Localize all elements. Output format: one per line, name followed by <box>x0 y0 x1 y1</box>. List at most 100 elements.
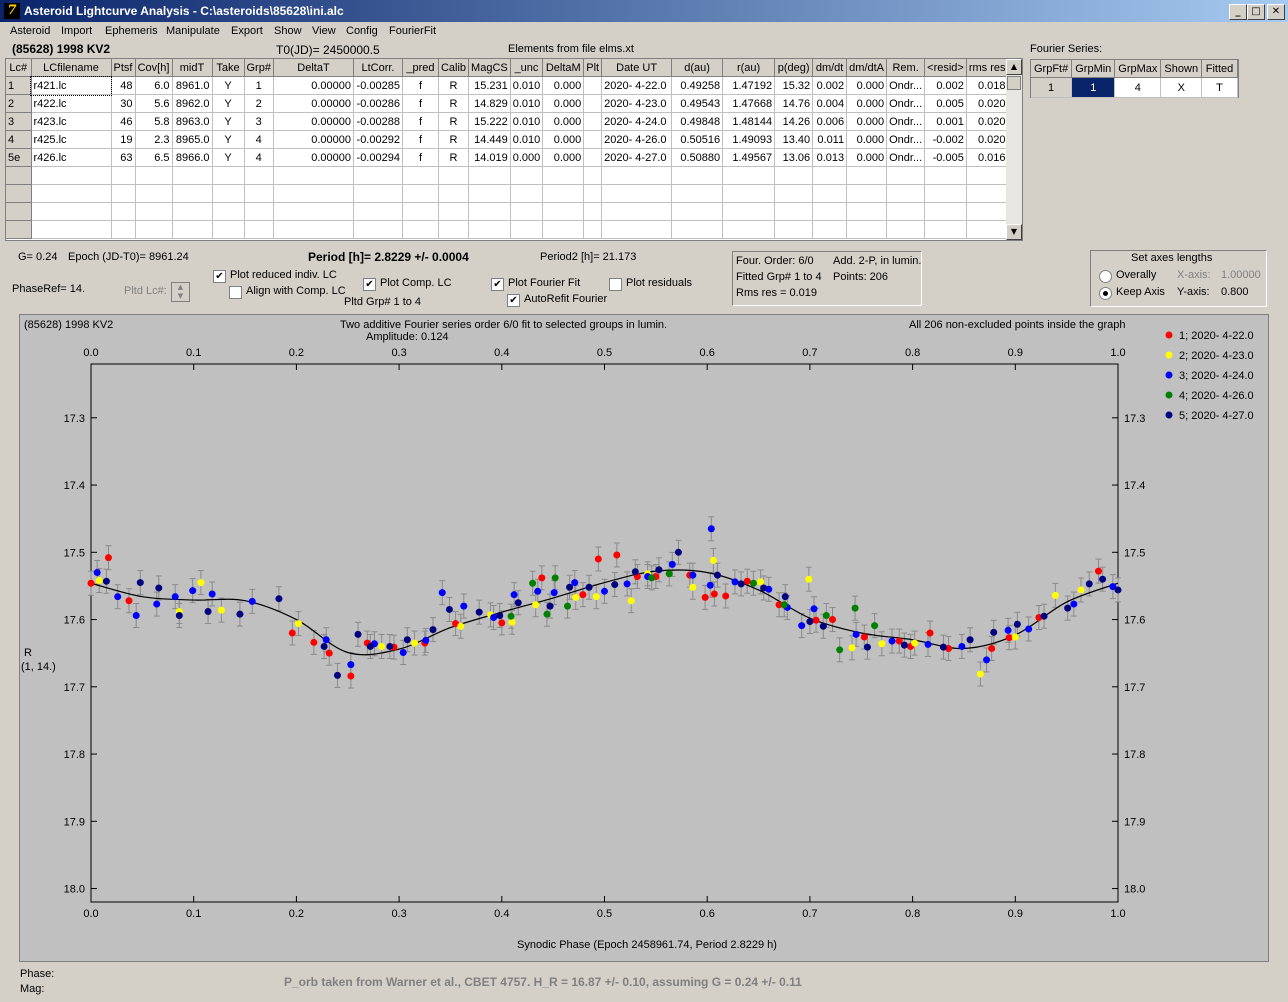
table-cell[interactable]: 14.76 <box>774 94 814 113</box>
table-cell[interactable] <box>966 202 1009 221</box>
plot-residuals-checkbox[interactable] <box>609 278 622 291</box>
column-header[interactable]: Calib <box>438 59 470 77</box>
table-cell[interactable] <box>273 202 354 221</box>
align-comp-checkbox[interactable] <box>229 286 242 299</box>
table-cell[interactable]: 0.50880 <box>671 148 724 167</box>
table-cell[interactable] <box>244 202 274 221</box>
column-header[interactable]: rms res <box>966 59 1009 77</box>
table-cell[interactable]: 14.26 <box>774 112 814 131</box>
table-cell[interactable]: 8962.0 <box>172 94 213 113</box>
table-cell[interactable] <box>846 166 888 185</box>
table-cell[interactable]: 0.016 <box>966 148 1009 167</box>
table-cell[interactable] <box>31 166 112 185</box>
table-cell[interactable] <box>583 202 603 221</box>
column-header[interactable]: r(au) <box>722 59 776 77</box>
table-cell[interactable]: -0.005 <box>924 148 967 167</box>
table-row[interactable]: 1 r421.lc 48 6.0 8961.0 Y 1 0.00000 -0.00285 f R 15… <box>6 75 1009 96</box>
x-axis-value[interactable]: 1.00000 <box>1221 269 1261 281</box>
row-header[interactable] <box>6 220 32 239</box>
pltd-lc-spinner[interactable]: ▲ ▼ <box>171 282 190 302</box>
table-cell[interactable] <box>601 166 673 185</box>
table-cell[interactable]: 19 <box>111 130 136 149</box>
column-header[interactable]: dm/dt <box>812 59 848 77</box>
table-cell[interactable] <box>966 220 1009 239</box>
table-cell[interactable] <box>583 130 603 149</box>
table-cell[interactable]: Y <box>212 112 245 131</box>
table-cell[interactable]: 1 <box>244 76 274 95</box>
table-cell[interactable] <box>774 202 814 221</box>
table-cell[interactable] <box>886 184 926 203</box>
table-cell[interactable]: r426.lc <box>31 148 112 167</box>
fourier-cell[interactable]: X <box>1160 77 1203 98</box>
table-cell[interactable]: Ondr... <box>886 94 926 113</box>
table-cell[interactable]: 0.000 <box>510 148 544 167</box>
table-cell[interactable]: Ondr... <box>886 130 926 149</box>
table-cell[interactable]: r422.lc <box>31 94 112 113</box>
maximize-button[interactable]: □ <box>1247 4 1265 20</box>
table-cell[interactable]: 8966.0 <box>172 148 213 167</box>
table-cell[interactable] <box>172 166 213 185</box>
table-cell[interactable]: R <box>438 112 470 131</box>
row-header[interactable]: 4 <box>6 130 32 149</box>
table-cell[interactable]: 0.49258 <box>671 76 724 95</box>
table-row[interactable]: 2 r422.lc 30 5.6 8962.0 Y 2 0.00000 -0.00286 f R 14… <box>6 94 1009 113</box>
table-cell[interactable]: 0.002 <box>812 76 848 95</box>
table-cell[interactable] <box>402 220 439 239</box>
plot-reduced-checkbox[interactable]: ✔ <box>213 270 226 283</box>
table-cell[interactable]: 0.00000 <box>273 148 354 167</box>
table-cell[interactable]: f <box>402 76 439 95</box>
table-cell[interactable] <box>244 184 274 203</box>
table-cell[interactable]: 0.00000 <box>273 94 354 113</box>
table-cell[interactable]: 0.011 <box>812 130 848 149</box>
table-cell[interactable] <box>212 220 245 239</box>
fourier-cell-selected[interactable]: 1 <box>1071 77 1116 98</box>
column-header[interactable]: dm/dtA <box>846 59 888 77</box>
overally-radio[interactable] <box>1099 270 1112 283</box>
table-cell[interactable] <box>510 202 544 221</box>
table-cell[interactable]: r423.lc <box>31 112 112 131</box>
table-cell[interactable]: 0.000 <box>846 94 888 113</box>
table-cell[interactable] <box>172 184 213 203</box>
table-cell[interactable]: 14.019 <box>468 148 511 167</box>
menu-manipulate[interactable]: Manipulate <box>166 25 220 37</box>
column-header[interactable]: _unc <box>510 59 544 77</box>
table-cell[interactable]: 1.49567 <box>722 148 776 167</box>
table-cell[interactable] <box>774 184 814 203</box>
table-cell[interactable] <box>671 166 724 185</box>
column-header[interactable]: DeltaT <box>273 59 354 77</box>
menu-view[interactable]: View <box>312 25 336 37</box>
autorefit-checkbox[interactable]: ✔ <box>507 294 520 307</box>
table-cell[interactable] <box>924 184 967 203</box>
table-cell[interactable]: 0.000 <box>542 76 585 95</box>
table-cell[interactable]: 0.020 <box>966 94 1009 113</box>
table-cell[interactable] <box>583 94 603 113</box>
table-cell[interactable] <box>542 184 585 203</box>
table-cell[interactable] <box>31 220 112 239</box>
table-cell[interactable] <box>212 202 245 221</box>
table-cell[interactable]: 1.47668 <box>722 94 776 113</box>
table-cell[interactable]: 8965.0 <box>172 130 213 149</box>
table-cell[interactable]: 48 <box>111 76 136 95</box>
table-cell[interactable] <box>111 202 136 221</box>
table-cell[interactable]: r425.lc <box>31 130 112 149</box>
table-cell[interactable] <box>812 220 848 239</box>
table-cell[interactable]: 1.49093 <box>722 130 776 149</box>
table-cell[interactable] <box>111 220 136 239</box>
table-cell[interactable]: 30 <box>111 94 136 113</box>
table-cell[interactable]: 0.001 <box>924 112 967 131</box>
y-axis-value[interactable]: 0.800 <box>1221 286 1249 298</box>
table-cell[interactable]: 6.0 <box>135 76 173 95</box>
table-cell[interactable] <box>924 220 967 239</box>
column-header[interactable]: Grp# <box>244 59 274 77</box>
table-cell[interactable] <box>135 220 173 239</box>
fourier-cell[interactable]: T <box>1201 77 1238 98</box>
scroll-down-icon[interactable]: ▼ <box>1006 224 1022 240</box>
table-cell[interactable]: 0.00000 <box>273 76 354 95</box>
column-header[interactable]: p(deg) <box>774 59 814 77</box>
table-cell[interactable] <box>812 166 848 185</box>
table-cell[interactable]: 1.47192 <box>722 76 776 95</box>
table-cell[interactable] <box>774 166 814 185</box>
table-cell[interactable]: 0.006 <box>812 112 848 131</box>
column-header[interactable]: DeltaM <box>542 59 585 77</box>
table-cell[interactable]: -0.002 <box>924 130 967 149</box>
